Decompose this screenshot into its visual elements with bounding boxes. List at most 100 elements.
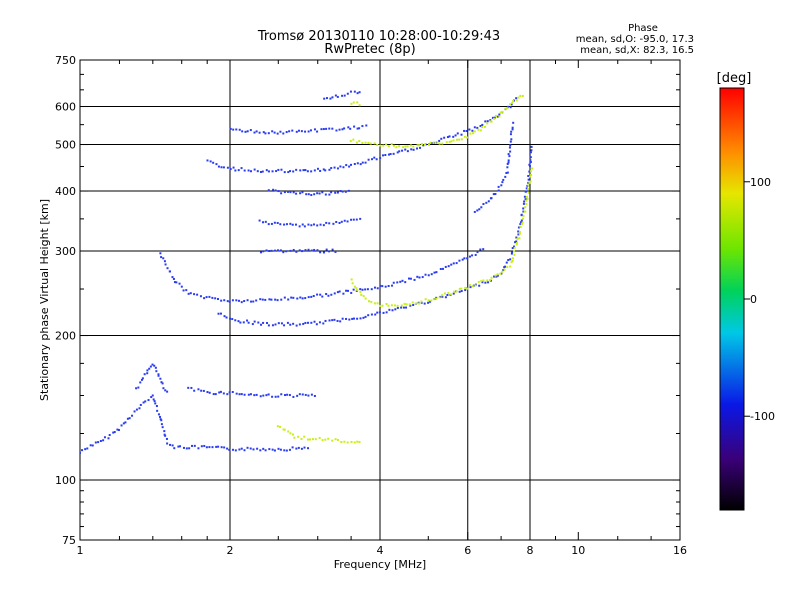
echo-point [388, 153, 391, 156]
echo-point [412, 148, 415, 151]
echo-point [509, 106, 512, 109]
echo-point [243, 393, 246, 396]
echo-point [468, 284, 471, 287]
echo-point [511, 126, 514, 129]
echo-point [528, 165, 531, 168]
echo-point [358, 441, 361, 444]
echo-point [385, 311, 388, 314]
echo-point [193, 389, 196, 392]
echo-point [347, 189, 350, 192]
echo-point [412, 304, 415, 307]
echo-point [436, 141, 439, 144]
echo-point [479, 248, 482, 251]
echo-point [452, 139, 455, 142]
echo-point [455, 262, 458, 265]
echo-point [510, 103, 513, 106]
echo-point [364, 315, 367, 318]
echo-point [341, 128, 344, 131]
echo-trace-o-9 [259, 248, 337, 254]
echo-point [154, 402, 157, 405]
echo-point [277, 447, 280, 450]
echo-point [325, 127, 328, 130]
echo-point [421, 276, 424, 279]
echo-point [164, 434, 167, 437]
echo-point [530, 149, 533, 152]
echo-point [527, 184, 530, 187]
echo-point [277, 168, 280, 171]
echo-point [373, 142, 376, 145]
echo-point [469, 132, 472, 135]
echo-point [483, 125, 486, 128]
echo-point [220, 166, 223, 169]
echo-point [284, 394, 287, 397]
echo-point [525, 187, 528, 190]
echo-point [283, 171, 286, 174]
echo-point [321, 191, 324, 194]
colorbar-gradient [719, 87, 745, 511]
echo-point [314, 438, 317, 441]
echo-point [305, 193, 308, 196]
echo-point [507, 159, 510, 162]
echo-point [310, 170, 313, 173]
echo-point [276, 425, 279, 428]
echo-point [361, 141, 364, 144]
echo-point [159, 252, 162, 255]
echo-point [259, 298, 262, 301]
echo-point [507, 259, 510, 262]
echo-point [392, 281, 395, 284]
echo-point [162, 257, 165, 260]
echo-point [419, 146, 422, 149]
echo-point [289, 191, 292, 194]
echo-point [299, 296, 302, 299]
echo-point [274, 249, 277, 252]
echo-point [330, 167, 333, 170]
echo-trace-o-11 [473, 121, 515, 213]
echo-point [382, 311, 385, 314]
echo-point [429, 141, 432, 144]
echo-point [435, 271, 438, 274]
echo-point [247, 321, 250, 324]
echo-trace-o-5 [206, 97, 518, 174]
echo-point [188, 447, 191, 450]
echo-point [237, 169, 240, 172]
echo-point [113, 431, 116, 434]
echo-point [473, 130, 476, 133]
echo-point [523, 195, 526, 198]
echo-point [159, 418, 162, 421]
echo-point [296, 297, 299, 300]
echo-point [517, 230, 520, 233]
echo-points [80, 90, 534, 454]
echo-point [231, 318, 234, 321]
echo-point [358, 104, 361, 107]
echo-point [324, 319, 327, 322]
echo-point [164, 263, 167, 266]
echo-point [379, 157, 382, 160]
echo-point [175, 281, 178, 284]
echo-point [496, 115, 499, 118]
echo-trace-o-10 [323, 90, 361, 100]
echo-point [276, 221, 279, 224]
echo-point [528, 170, 531, 173]
echo-point [200, 389, 203, 392]
x-tick-label: 4 [377, 544, 384, 557]
echo-point [345, 289, 348, 292]
echo-point [287, 171, 290, 174]
echo-point [273, 131, 276, 134]
echo-point [495, 114, 498, 117]
echo-point [506, 107, 509, 110]
echo-point [398, 150, 401, 153]
echo-point [285, 223, 288, 226]
echo-point [471, 285, 474, 288]
echo-point [331, 127, 334, 130]
echo-point [103, 436, 106, 439]
echo-point [307, 223, 310, 226]
echo-point [460, 138, 463, 141]
echo-point [173, 447, 176, 450]
echo-point [208, 295, 211, 298]
echo-point [290, 296, 293, 299]
echo-point [441, 295, 444, 298]
echo-point [94, 441, 97, 444]
echo-point [190, 444, 193, 447]
echo-point [513, 246, 516, 249]
echo-point [289, 323, 292, 326]
